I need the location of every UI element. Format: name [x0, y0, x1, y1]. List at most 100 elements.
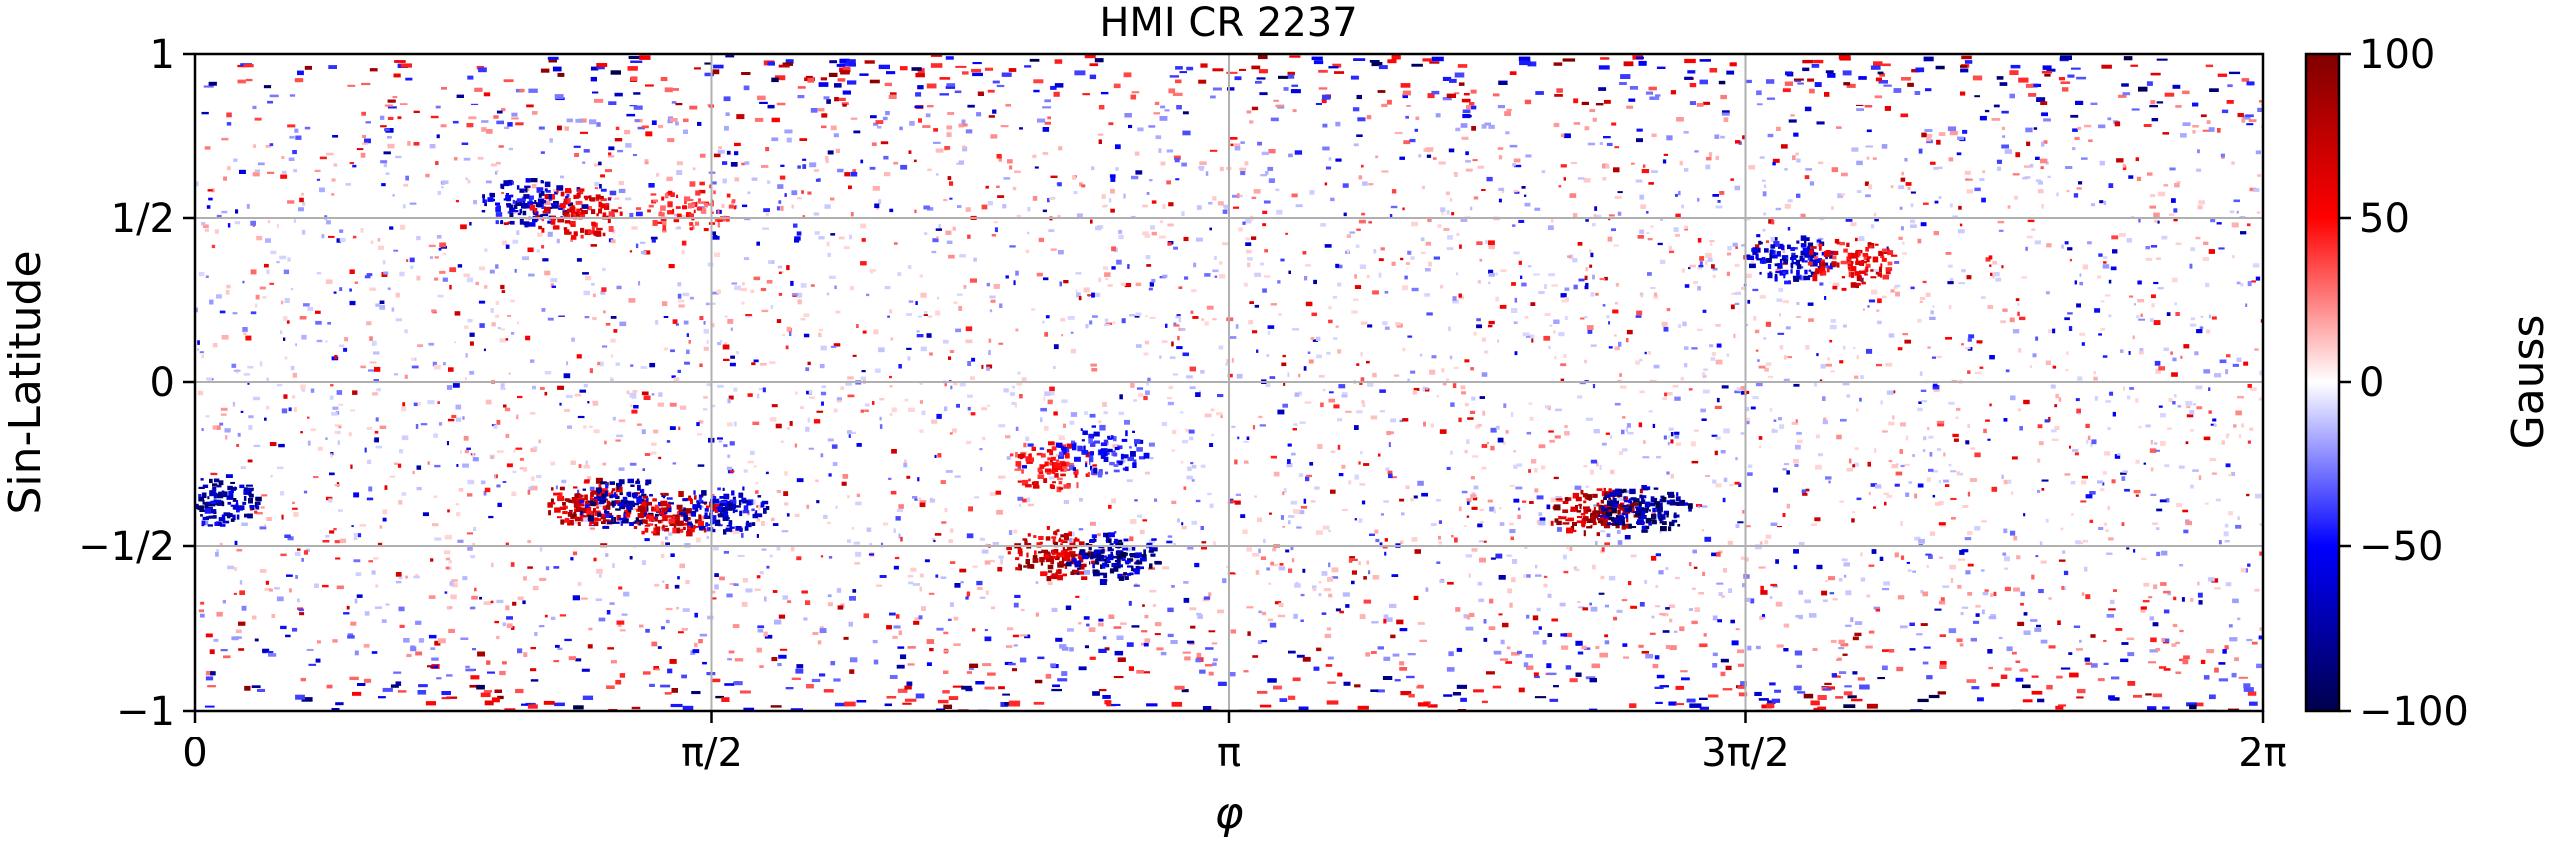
noise-speckle — [332, 135, 339, 138]
noise-speckle — [1827, 73, 1836, 78]
noise-speckle — [1769, 596, 1773, 600]
noise-speckle — [495, 170, 499, 173]
noise-speckle — [331, 178, 336, 182]
noise-speckle — [1766, 97, 1775, 100]
noise-speckle — [347, 84, 356, 87]
noise-speckle — [1216, 412, 1223, 416]
noise-speckle — [730, 327, 733, 331]
noise-speckle — [2007, 479, 2012, 484]
noise-speckle — [2252, 263, 2260, 268]
noise-speckle — [904, 685, 912, 690]
noise-speckle — [1069, 647, 1074, 652]
noise-speckle — [265, 238, 271, 243]
noise-speckle — [1926, 675, 1933, 680]
noise-speckle — [1678, 190, 1681, 196]
noise-speckle — [1204, 321, 1209, 326]
noise-speckle — [395, 580, 402, 584]
noise-speckle — [1793, 132, 1799, 137]
noise-speckle — [1454, 172, 1458, 177]
noise-speckle — [810, 108, 818, 113]
noise-speckle — [1460, 385, 1466, 390]
noise-speckle — [2232, 363, 2239, 367]
noise-speckle — [1108, 198, 1112, 203]
noise-speckle — [2196, 168, 2202, 172]
noise-speckle — [2075, 540, 2081, 545]
noise-speckle — [673, 377, 680, 382]
noise-speckle — [1400, 257, 1404, 261]
noise-speckle — [530, 647, 536, 650]
noise-speckle — [632, 154, 637, 157]
noise-speckle — [267, 220, 271, 224]
noise-speckle — [710, 404, 716, 408]
noise-speckle — [1604, 276, 1608, 281]
noise-speckle — [1009, 165, 1013, 170]
noise-speckle — [833, 133, 839, 138]
noise-speckle — [1514, 297, 1518, 303]
noise-speckle — [1460, 123, 1468, 128]
noise-speckle — [1013, 529, 1018, 534]
noise-speckle — [331, 193, 335, 196]
noise-speckle — [1448, 148, 1455, 153]
noise-speckle — [1131, 625, 1140, 628]
noise-speckle — [490, 308, 494, 313]
noise-speckle — [1440, 207, 1446, 212]
noise-speckle — [1653, 364, 1660, 369]
noise-speckle — [457, 264, 463, 268]
noise-speckle — [1472, 159, 1478, 162]
noise-speckle — [1935, 502, 1941, 506]
noise-speckle — [1282, 403, 1288, 408]
noise-speckle — [1931, 470, 1939, 473]
noise-speckle — [1146, 264, 1152, 267]
noise-speckle — [1110, 177, 1116, 182]
noise-speckle — [384, 485, 388, 490]
noise-speckle — [528, 486, 533, 491]
noise-speckle — [1292, 109, 1297, 113]
noise-speckle — [750, 450, 755, 455]
noise-speckle — [943, 631, 949, 635]
noise-speckle — [1608, 218, 1611, 221]
noise-speckle — [1464, 359, 1470, 363]
noise-speckle — [2055, 393, 2059, 399]
noise-speckle — [2000, 674, 2008, 679]
noise-speckle — [985, 590, 989, 595]
noise-speckle — [1882, 588, 1890, 591]
noise-speckle — [2154, 442, 2158, 445]
noise-speckle — [795, 391, 798, 395]
noise-speckle — [2102, 482, 2105, 486]
noise-speckle — [873, 659, 879, 665]
noise-speckle — [500, 388, 506, 391]
noise-speckle — [536, 474, 542, 479]
noise-speckle — [349, 269, 355, 274]
noise-speckle — [2189, 323, 2197, 327]
noise-speckle — [2217, 128, 2221, 133]
noise-speckle — [2254, 348, 2259, 351]
noise-speckle — [1922, 661, 1929, 665]
noise-speckle — [1825, 580, 1828, 583]
noise-speckle — [580, 597, 588, 600]
noise-speckle — [237, 432, 241, 437]
noise-speckle — [334, 540, 340, 544]
noise-speckle — [1548, 273, 1555, 277]
noise-speckle — [947, 618, 952, 621]
noise-speckle — [993, 221, 999, 224]
noise-speckle — [735, 204, 738, 209]
noise-speckle — [1599, 465, 1602, 470]
noise-speckle — [938, 224, 941, 230]
noise-speckle — [721, 697, 730, 702]
noise-speckle — [2228, 511, 2233, 516]
noise-speckle — [1621, 429, 1625, 435]
noise-speckle — [923, 314, 928, 316]
noise-speckle — [1270, 117, 1279, 122]
noise-speckle — [1705, 260, 1708, 265]
noise-speckle — [1905, 435, 1909, 441]
noise-speckle — [1328, 66, 1339, 69]
noise-speckle — [943, 650, 949, 653]
noise-speckle — [552, 66, 562, 72]
noise-speckle — [2174, 183, 2180, 188]
noise-speckle — [199, 351, 204, 354]
noise-speckle — [1470, 367, 1474, 371]
noise-speckle — [2185, 400, 2193, 406]
noise-speckle — [286, 320, 290, 324]
noise-speckle — [1273, 563, 1279, 567]
noise-speckle — [1538, 626, 1542, 630]
